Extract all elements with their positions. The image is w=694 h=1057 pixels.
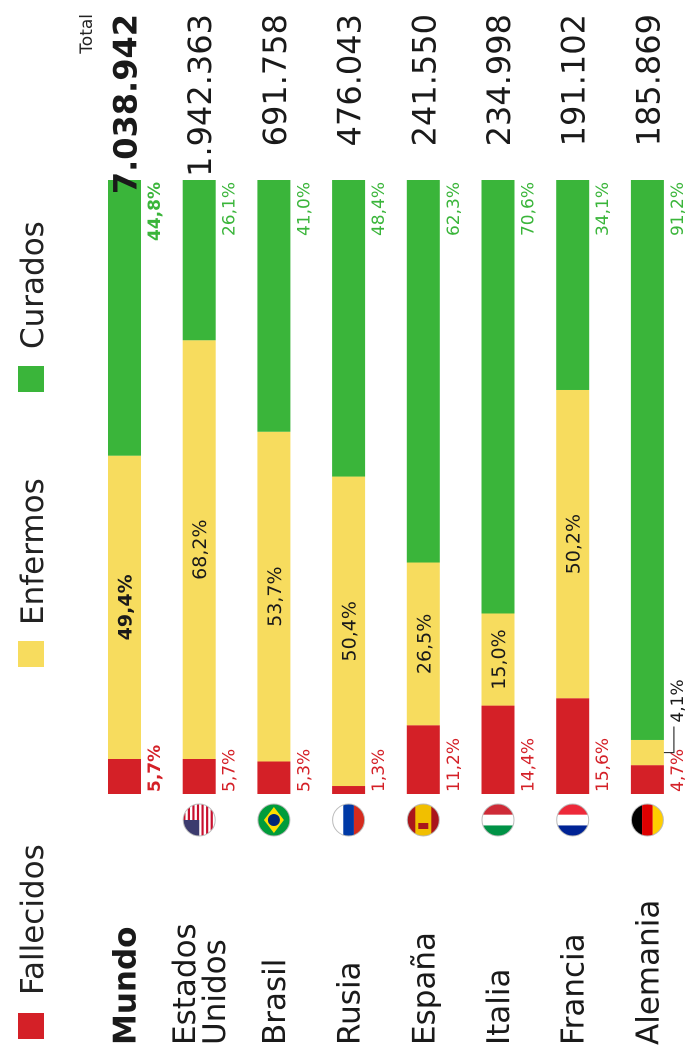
total-value: 241.550 <box>405 14 443 146</box>
enfermos-value-label: 53,7% <box>264 566 286 626</box>
enfermos-legend-label: Enfermos <box>15 478 51 625</box>
fallecidos-legend-label: Fallecidos <box>15 844 51 995</box>
total-value: 191.102 <box>555 14 593 146</box>
curados-legend-label: Curados <box>15 221 51 349</box>
bar-row: España 11,2% 26,5% 62,3% 241.550 <box>405 14 464 1045</box>
curados-value-label: 34,1% <box>593 182 613 236</box>
enfermos-value-label: 68,2% <box>189 519 211 579</box>
us-flag-icon <box>182 803 216 837</box>
category-label: España <box>406 932 442 1045</box>
curados-bar <box>257 179 291 432</box>
enfermos-value-label: 15,0% <box>488 629 510 689</box>
italy-flag-icon <box>481 803 515 837</box>
bar-rows: Mundo 5,7% 49,4% 44,8%7.038.942 EstadosUnido… <box>107 14 688 1045</box>
enfermos-value-label: 50,2% <box>563 514 585 574</box>
enfermos-bar <box>257 431 291 762</box>
curados-bar <box>182 180 216 341</box>
fallecidos-bar <box>406 725 440 794</box>
fallecidos-legend-swatch <box>18 1013 44 1039</box>
category-label: Italia <box>481 968 517 1045</box>
fallecidos-bar <box>182 759 216 794</box>
curados-value-label: 41,0% <box>294 182 314 236</box>
curados-value-label: 26,1% <box>220 182 240 236</box>
curados-value-label: 70,6% <box>519 182 539 236</box>
fallecidos-value-label: 5,7% <box>145 745 165 792</box>
fallecidos-value-label: 11,2% <box>444 738 464 792</box>
bar-row: Mundo 5,7% 49,4% 44,8%7.038.942 <box>107 14 166 1045</box>
total-value: 7.038.942 <box>107 14 145 194</box>
curados-value-label: 44,8% <box>145 182 165 241</box>
fallecidos-bar <box>332 786 366 794</box>
fallecidos-value-label: 14,4% <box>519 738 539 792</box>
curados-bar <box>481 180 515 614</box>
spain-flag-icon <box>406 803 440 837</box>
enfermos-bar <box>182 340 216 760</box>
category-label: Mundo <box>108 927 144 1045</box>
curados-bar <box>332 180 366 477</box>
category-label: Francia <box>556 933 592 1045</box>
enfermos-value-label: 50,4% <box>339 601 361 661</box>
germany-flag-icon <box>630 803 664 837</box>
total-header-label: Total <box>77 14 97 55</box>
total-value: 691.758 <box>256 14 294 146</box>
fallecidos-value-label: 5,7% <box>220 749 240 792</box>
bar-row: Italia 14,4% 15,0% 70,6% 234.998 <box>480 14 539 1045</box>
fallecidos-bar <box>630 765 664 794</box>
fallecidos-value-label: 15,6% <box>593 738 613 792</box>
curados-value-label: 62,3% <box>444 182 464 236</box>
category-label: EstadosUnidos <box>167 923 233 1045</box>
enfermos-bar <box>556 389 590 699</box>
bar-row: Rusia 1,3% 50,4% 48,4% 476.043 <box>331 14 390 1045</box>
fallecidos-bar <box>257 761 291 794</box>
bar-row: Alemania 4,7% 4,1% 91,2% 185.869 <box>629 14 688 1045</box>
total-value: 1.942.363 <box>181 14 219 177</box>
fallecidos-bar <box>481 705 515 794</box>
category-label: Brasil <box>257 959 293 1045</box>
russia-flag-icon <box>332 803 366 837</box>
france-flag-icon <box>556 803 590 837</box>
enfermos-bar <box>332 476 366 787</box>
legend: Fallecidos Enfermos Curados <box>15 221 51 1039</box>
enfermos-bar <box>481 613 515 706</box>
enfermos-bar <box>630 739 664 766</box>
fallecidos-bar <box>108 759 141 794</box>
category-label: Alemania <box>630 900 666 1045</box>
total-value: 234.998 <box>480 14 518 146</box>
bar-row: EstadosUnidos 5,7% 68,2% 26,1%1.942.363 <box>167 14 240 1045</box>
curados-bar <box>556 179 590 390</box>
curados-value-label: 48,4% <box>369 182 389 236</box>
enfermos-legend-swatch <box>18 641 44 667</box>
bar-row: Francia 15,6% 50,2% 34,1% 191.102 <box>555 14 614 1045</box>
enfermos-value-label: 26,5% <box>413 614 435 674</box>
brazil-flag-icon <box>257 803 291 837</box>
fallecidos-value-label: 1,3% <box>369 749 389 792</box>
fallecidos-value-label: 5,3% <box>294 749 314 792</box>
enfermos-bar <box>108 455 141 760</box>
curados-legend-swatch <box>18 366 44 392</box>
enfermos-leader-line <box>663 726 675 754</box>
fallecidos-bar <box>556 698 590 794</box>
bar-row: Brasil 5,3% 53,7% 41,0% 691.758 <box>256 14 315 1045</box>
enfermos-bar <box>406 562 440 726</box>
enfermos-value-label: 49,4% <box>115 574 137 640</box>
total-header: Total <box>77 14 97 55</box>
curados-bar <box>630 179 664 740</box>
curados-bar <box>108 179 141 456</box>
enfermos-value-label: 4,1% <box>668 679 688 722</box>
total-value: 185.869 <box>629 14 667 146</box>
category-label: Rusia <box>332 961 368 1045</box>
total-value: 476.043 <box>331 14 369 146</box>
fallecidos-value-label: 4,7% <box>668 749 688 792</box>
curados-value-label: 91,2% <box>668 182 688 236</box>
curados-bar <box>406 180 440 563</box>
